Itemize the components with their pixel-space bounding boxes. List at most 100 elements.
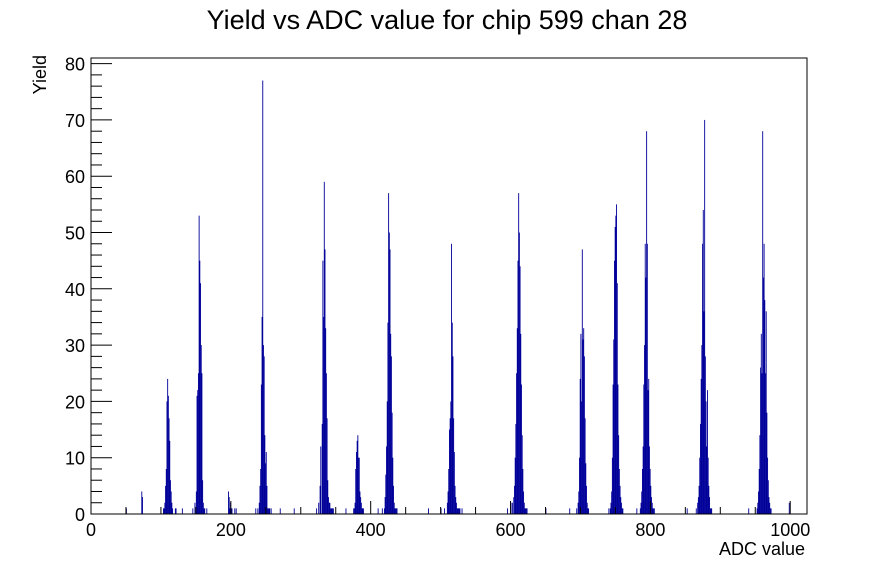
histogram-bar <box>514 457 516 514</box>
histogram-bar <box>621 502 622 514</box>
histogram-bar <box>686 508 688 514</box>
histogram-bar <box>194 502 196 514</box>
histogram-bar <box>279 508 281 514</box>
histogram-bar <box>266 485 268 514</box>
y-tick-label: 80 <box>65 55 85 75</box>
histogram-bar <box>507 508 508 514</box>
histogram-bar <box>708 485 710 514</box>
histogram-bar <box>456 508 458 514</box>
histogram-bar <box>644 345 645 514</box>
histogram-bar <box>170 491 172 514</box>
histogram-bar <box>760 333 762 514</box>
histogram-bar <box>393 502 395 514</box>
histogram-bar <box>615 215 617 514</box>
histogram-bar <box>583 328 585 514</box>
histogram-bar <box>521 435 523 514</box>
histogram-bar <box>521 384 522 514</box>
histogram-bar <box>354 502 356 514</box>
histogram-bar <box>613 339 615 514</box>
x-axis-ticks: 0 200 400 600 800 1000 <box>86 501 810 540</box>
histogram-bar <box>446 502 448 514</box>
y-tick-label: 40 <box>65 280 85 300</box>
histogram-bar <box>270 508 272 514</box>
histogram-bar <box>517 260 519 514</box>
histogram-bar <box>381 508 383 514</box>
histogram-bar <box>141 491 143 514</box>
histogram-bar <box>172 508 174 514</box>
histogram-bar <box>642 446 644 514</box>
histogram-bar <box>260 384 262 514</box>
histogram-bar <box>328 497 329 514</box>
histogram-bar <box>653 508 655 514</box>
histogram-bar <box>640 502 642 514</box>
histogram-bar <box>619 485 621 514</box>
x-tick-label: 800 <box>635 520 665 540</box>
histogram-bar <box>767 457 769 514</box>
histogram-bar <box>198 215 200 514</box>
histogram-bar <box>192 508 194 514</box>
histogram-bar <box>377 508 379 514</box>
histogram-bar <box>636 508 638 514</box>
histogram-bar <box>518 232 520 514</box>
histogram-bar <box>234 508 236 514</box>
histogram-bar <box>389 249 391 514</box>
histogram-bar <box>609 508 611 514</box>
histogram-bar <box>386 401 388 514</box>
histogram-bar <box>451 322 453 514</box>
histogram-bar <box>579 457 580 514</box>
histogram-bar <box>203 508 205 514</box>
histogram-bar <box>393 485 394 514</box>
histogram-bar <box>457 508 459 514</box>
histogram-bar <box>316 508 318 514</box>
histogram-bar <box>511 502 513 514</box>
histogram-bar <box>516 328 518 514</box>
histogram-bar <box>646 131 648 514</box>
histogram-bar <box>697 497 699 514</box>
histogram-bar <box>519 266 521 514</box>
histogram-bar <box>703 311 705 514</box>
histogram-bar <box>515 423 517 514</box>
histogram-bar <box>390 356 392 514</box>
histogram-bar <box>697 502 699 514</box>
y-tick-label: 30 <box>65 336 85 356</box>
histogram-bar <box>620 497 622 514</box>
histogram-bar <box>332 508 334 514</box>
histogram-bar <box>522 468 524 514</box>
histogram-bar <box>766 412 768 514</box>
histogram-bar <box>458 508 460 514</box>
histogram-bar <box>228 491 229 514</box>
x-tick-label: 400 <box>356 520 386 540</box>
histogram-bar <box>748 508 750 514</box>
histogram-bar <box>202 502 204 514</box>
histogram-bar <box>163 508 165 514</box>
histogram-bar <box>355 468 357 514</box>
histogram-bars <box>125 80 790 515</box>
histogram-bar <box>617 384 619 514</box>
histogram-bar <box>758 468 760 514</box>
histogram-bar <box>586 502 588 514</box>
histogram-bar <box>622 508 624 514</box>
histogram-bar <box>448 468 450 514</box>
histogram-bar <box>444 508 446 514</box>
histogram-bar <box>331 508 333 514</box>
histogram-bar <box>197 390 199 514</box>
histogram-bar <box>757 502 759 514</box>
histogram-bar <box>321 423 323 514</box>
histogram-bar <box>383 508 385 514</box>
histogram-bar <box>396 508 398 514</box>
histogram-bar <box>325 373 327 514</box>
histogram-bar <box>454 485 456 514</box>
histogram-bar <box>699 457 701 514</box>
histogram-bar <box>652 508 654 514</box>
histogram-bar <box>618 468 620 514</box>
histogram-bar <box>587 508 589 514</box>
histogram-bar <box>258 502 260 514</box>
histogram-bar <box>330 508 332 514</box>
histogram-bar <box>711 508 713 514</box>
histogram-bar <box>770 508 772 514</box>
histogram-bar <box>327 480 329 514</box>
histogram-bar <box>384 497 386 514</box>
histogram-bar <box>756 508 758 514</box>
histogram-bar <box>392 457 394 514</box>
histogram-bar <box>395 508 397 514</box>
